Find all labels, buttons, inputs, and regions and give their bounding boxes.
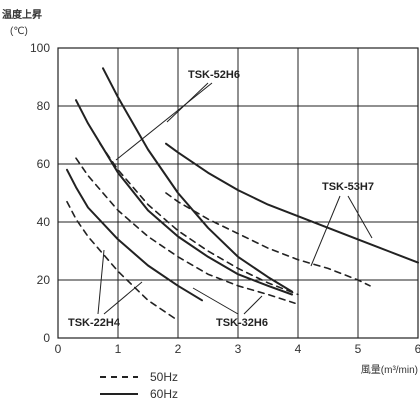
annotation-tsk-32h6: TSK-32H6 — [216, 317, 268, 329]
series-line-tsk-52h6-60hz — [102, 67, 293, 293]
series-line-tsk-52h6-50hz — [99, 142, 299, 296]
series-line-tsk-32h6-60hz — [75, 99, 293, 296]
leader-line-22h4-2 — [103, 281, 143, 315]
y-tick-label: 100 — [30, 41, 50, 55]
series-line-tsk-32h6-50hz — [75, 157, 296, 305]
leader-line-32h6-1 — [192, 287, 239, 315]
leader-line-53h7-1 — [310, 195, 341, 267]
series-line-tsk-22h4-60hz — [66, 168, 203, 302]
leader-line-22h4-1 — [97, 249, 105, 315]
y-tick-label: 0 — [43, 331, 50, 345]
leader-line-52h6-2 — [115, 82, 213, 161]
y-axis-title: 温度上昇 — [2, 8, 42, 21]
x-tick-label: 5 — [355, 342, 362, 356]
series-line-tsk-22h4-50hz — [66, 200, 179, 322]
x-tick-label: 2 — [175, 342, 182, 356]
y-tick-label: 80 — [37, 99, 51, 113]
y-axis-unit: (℃) — [10, 26, 28, 37]
leader-line-32h6-2 — [243, 295, 263, 315]
x-tick-label: 3 — [235, 342, 242, 356]
annotation-tsk-22h4: TSK-22H4 — [68, 317, 121, 329]
x-axis-title: 風量(m³/min) — [361, 364, 418, 376]
y-tick-label: 20 — [37, 273, 51, 287]
x-tick-label: 1 — [115, 342, 122, 356]
x-tick-label: 6 — [415, 342, 420, 356]
annotation-tsk-53h7: TSK-53H7 — [322, 181, 374, 193]
leader-line-53h7-2 — [347, 195, 373, 239]
x-tick-label: 4 — [295, 342, 302, 356]
legend-label-60hz: 60Hz — [150, 387, 178, 400]
x-tick-label: 0 — [55, 342, 62, 356]
series-line-tsk-53h7-50hz — [165, 192, 371, 287]
annotation-tsk-52h6: TSK-52H6 — [188, 69, 240, 81]
y-tick-label: 60 — [37, 157, 51, 171]
series-line-tsk-53h7-60hz — [165, 142, 419, 264]
y-tick-label: 40 — [37, 215, 51, 229]
legend-label-50hz: 50Hz — [150, 370, 178, 384]
